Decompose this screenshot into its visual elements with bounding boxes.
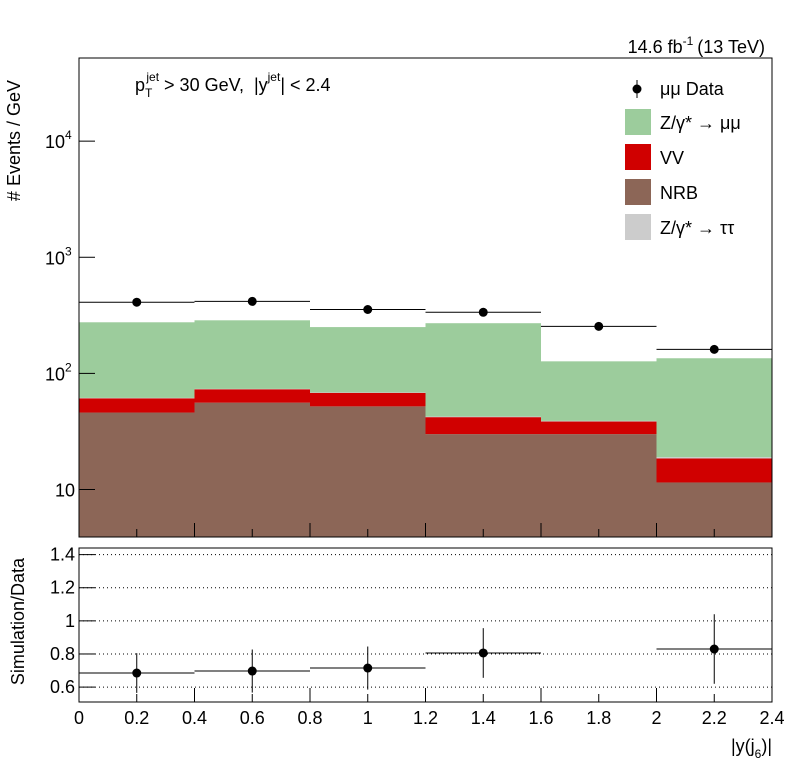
y-tick-exponent: 3 [65,244,72,258]
ratio-point [478,648,488,658]
x-tick-label: 0.8 [297,708,322,728]
histogram-segment [656,457,772,459]
legend-label: Z/γ* → μμ [660,113,741,133]
ratio-y-tick-label: 1.2 [50,578,75,598]
histogram-segment [79,398,195,413]
x-tick-label: 2 [651,708,661,728]
histogram-segment [310,327,426,393]
x-axis-label: |y(j6)| [731,736,772,761]
legend-data-marker [632,84,642,94]
x-tick-label: 2.2 [702,708,727,728]
ratio-y-tick-label: 0.6 [50,677,75,697]
lumi-energy: (13 TeV) [697,37,765,57]
y-tick-exponent: 4 [65,128,72,142]
ratio-point [709,644,719,654]
histogram-segment [425,323,541,417]
y-tick-base: 10 [45,364,65,384]
histogram-segment [194,320,310,389]
y-tick-label: 102 [45,360,72,384]
y-tick-label: 103 [45,244,72,268]
x-tick-label: 0.2 [124,708,149,728]
x-label-end: )| [761,736,772,756]
ratio-y-axis-label: Simulation/Data [8,557,28,685]
histogram-segment [194,389,310,403]
legend-swatch [625,214,651,240]
x-tick-label: 1.6 [528,708,553,728]
histogram-segment [656,358,772,458]
ratio-point [132,668,142,678]
data-point [478,307,488,317]
x-tick-label: 1.8 [586,708,611,728]
y-tick-base: 10 [45,132,65,152]
histogram-segment [425,417,541,435]
cut-label: pTjet > 30 GeV, |yjet| < 2.4 [135,70,331,100]
y-tick-label: 104 [45,128,72,152]
x-tick-label: 1.4 [471,708,496,728]
cut-p-sub: T [145,86,153,100]
histogram-segment [79,412,195,537]
ratio-frame [78,547,773,703]
x-label-sub: 6 [755,747,762,761]
lumi-label: 14.6 fb-1 (13 TeV) [628,34,765,57]
cut-end: | < 2.4 [280,75,330,95]
y-tick-base: 10 [45,248,65,268]
legend-label: VV [660,148,684,168]
y-tick-exponent: 2 [65,360,72,374]
histogram-segment [541,361,657,421]
ratio-point [363,663,373,673]
cut-p-sup: jet [145,70,159,84]
data-point [363,304,373,314]
histogram-segment [425,434,541,537]
ratio-y-tick-label: 1 [65,611,75,631]
ratio-y-tick-label: 0.8 [50,644,75,664]
histogram-segment [194,402,310,537]
data-point [709,344,719,354]
legend-label: μμ Data [660,79,725,99]
x-tick-label: 2.4 [759,708,784,728]
histogram-segment [310,392,426,407]
histogram-segment [541,434,657,537]
histogram-segment [656,482,772,537]
histogram-segment [541,421,657,435]
x-label: |y(j [731,736,755,756]
lumi: 14.6 fb [628,37,683,57]
legend-swatch [625,144,651,170]
x-tick-label: 0.4 [182,708,207,728]
legend-swatch [625,109,651,135]
histogram-segment [310,406,426,537]
histogram-segment [79,322,195,398]
y-axis-label: # Events / GeV [4,80,24,201]
legend-swatch [625,179,651,205]
cut-y-sup: jet [267,70,281,84]
histogram-segment [656,458,772,483]
legend-label: NRB [660,183,698,203]
legend-label: Z/γ* → ττ [660,218,734,238]
x-tick-label: 0.6 [240,708,265,728]
y-tick-label: 10 [55,481,75,501]
lumi-exponent: -1 [683,34,694,48]
data-point [247,296,257,306]
cut-mid: > 30 GeV, |y [159,75,268,95]
x-tick-label: 0 [74,708,84,728]
data-point [132,297,142,307]
x-tick-label: 1 [363,708,373,728]
ratio-point [247,666,257,676]
histogram-segment [425,416,541,418]
ratio-y-tick-label: 1.4 [50,545,75,565]
histogram-segment [541,420,657,422]
data-point [594,321,604,331]
cut-p: p [135,75,145,95]
x-tick-label: 1.2 [413,708,438,728]
